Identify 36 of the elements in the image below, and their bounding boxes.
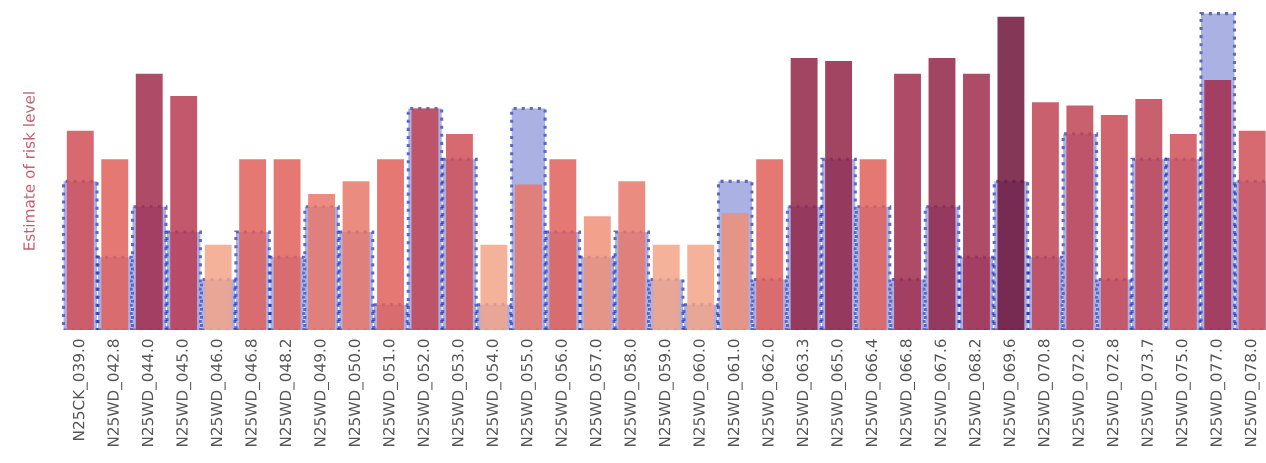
x-tick-label: N25WD_048.2 [279, 339, 295, 447]
x-tick-label: N25WD_054.0 [486, 339, 502, 447]
x-tick-label: N25CK_039.0 [72, 339, 88, 440]
x-tick-label: N25WD_046.8 [245, 339, 261, 447]
x-tick-label: N25WD_067.6 [934, 339, 950, 447]
x-tick-label: N25WD_062.0 [762, 339, 778, 447]
x-tick-label: N25WD_050.0 [348, 339, 364, 447]
x-tick-label: N25WD_077.0 [1210, 339, 1226, 447]
x-tick-label: N25WD_046.0 [210, 339, 226, 447]
x-tick-label: N25WD_051.0 [383, 339, 398, 447]
x-tick-label: N25WD_055.0 [520, 339, 536, 447]
x-tick-label: N25WD_068.2 [969, 339, 984, 447]
x-tick-label: N25WD_078.0 [1244, 339, 1260, 447]
x-tick-label: N25WD_070.8 [1037, 339, 1053, 447]
x-tick-label: N25WD_063.3 [796, 339, 812, 447]
y-axis-title: Estimate of risk level [22, 92, 35, 250]
x-tick-label: N25WD_066.8 [900, 339, 915, 447]
x-tick-label: N25WD_042.8 [107, 339, 123, 447]
x-tick-label: N25WD_045.0 [176, 339, 192, 447]
x-tick-label: N25WD_059.0 [658, 339, 674, 447]
x-tick-label: N25WD_060.0 [693, 339, 709, 447]
x-tick-label: N25WD_075.0 [1175, 339, 1191, 447]
x-tick-label: N25WD_061.0 [727, 339, 743, 447]
x-tick-label: N25WD_052.0 [417, 339, 433, 447]
x-tick-label: N25WD_058.0 [624, 339, 640, 447]
x-tick-label: N25WD_044.0 [141, 339, 157, 447]
x-tick-label: N25WD_072.0 [1072, 339, 1088, 447]
x-tick-label: N25WD_056.0 [555, 339, 571, 447]
x-tick-label: N25WD_066.4 [865, 339, 881, 447]
x-tick-label: N25WD_073.7 [1141, 339, 1157, 447]
x-tick-label: N25WD_069.6 [1003, 339, 1019, 447]
x-tick-label: N25WD_057.0 [589, 339, 605, 447]
x-tick-label: N25WD_072.8 [1106, 339, 1122, 447]
x-tick-label: N25WD_065.0 [831, 339, 847, 447]
x-tick-label: N25WD_049.0 [314, 339, 330, 447]
x-tick-label: N25WD_053.0 [451, 339, 467, 447]
